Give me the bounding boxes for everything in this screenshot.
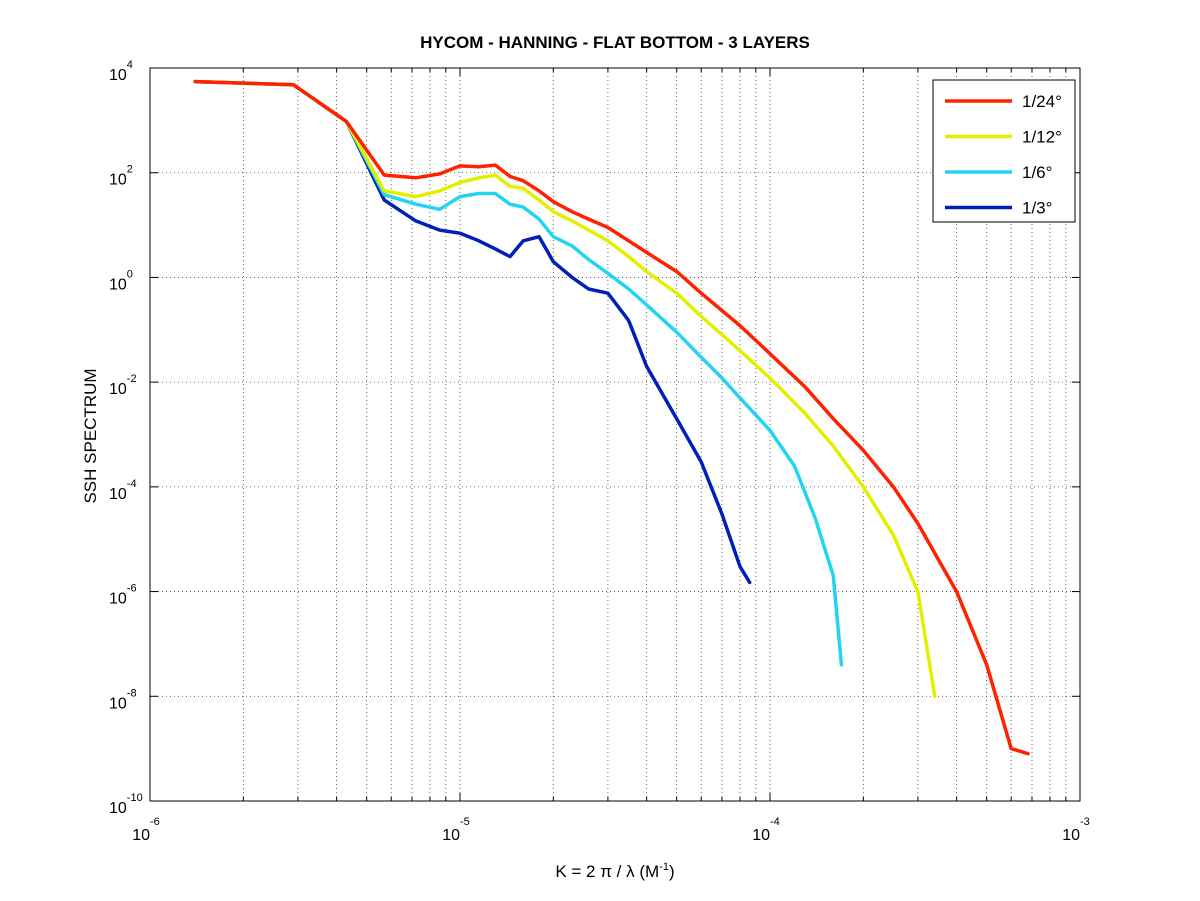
plot-frame (149, 67, 1081, 802)
data-series (193, 79, 1030, 756)
y-axis-label: SSH SPECTRUM (81, 368, 100, 503)
legend-label: 1/12° (1022, 128, 1062, 147)
legend-label: 1/24° (1022, 92, 1062, 111)
y-tick-label: 10-10 (109, 792, 143, 817)
series-line-1-24- (193, 79, 1030, 756)
y-tick-label: 10-8 (109, 687, 137, 712)
x-tick-label: 10-4 (752, 816, 780, 844)
y-tick-label: 10-2 (109, 373, 137, 398)
chart-title: HYCOM - HANNING - FLAT BOTTOM - 3 LAYERS (420, 33, 810, 52)
x-axis-label: K = 2 π / λ (M-1) (555, 861, 674, 881)
series-line-1-3- (193, 79, 752, 585)
legend-items: 1/24° 1/12° 1/6° 1/3° (945, 92, 1062, 218)
series-line-1-12- (193, 79, 937, 699)
x-tick-label: 10-3 (1062, 816, 1090, 844)
y-tick-label: 10-6 (109, 583, 137, 608)
legend: 1/24° 1/12° 1/6° 1/3° (932, 79, 1076, 223)
x-tick-label: 10-5 (442, 816, 470, 844)
legend-label: 1/3° (1022, 199, 1052, 218)
x-tick-label: 10-6 (132, 816, 160, 844)
y-tick-labels: 10-10 10-8 10-6 10-4 10-2 100 102 104 (109, 59, 143, 817)
y-tick-label: 10-4 (109, 478, 137, 503)
y-tick-label: 104 (109, 59, 133, 84)
y-tick-label: 102 (109, 164, 133, 189)
axis-ticks (150, 68, 1080, 801)
series-line-1-6- (193, 79, 844, 667)
y-tick-label: 100 (109, 268, 133, 293)
x-tick-labels: 10-6 10-5 10-4 10-3 (132, 816, 1090, 844)
legend-label: 1/6° (1022, 163, 1052, 182)
legend-box (932, 79, 1076, 223)
